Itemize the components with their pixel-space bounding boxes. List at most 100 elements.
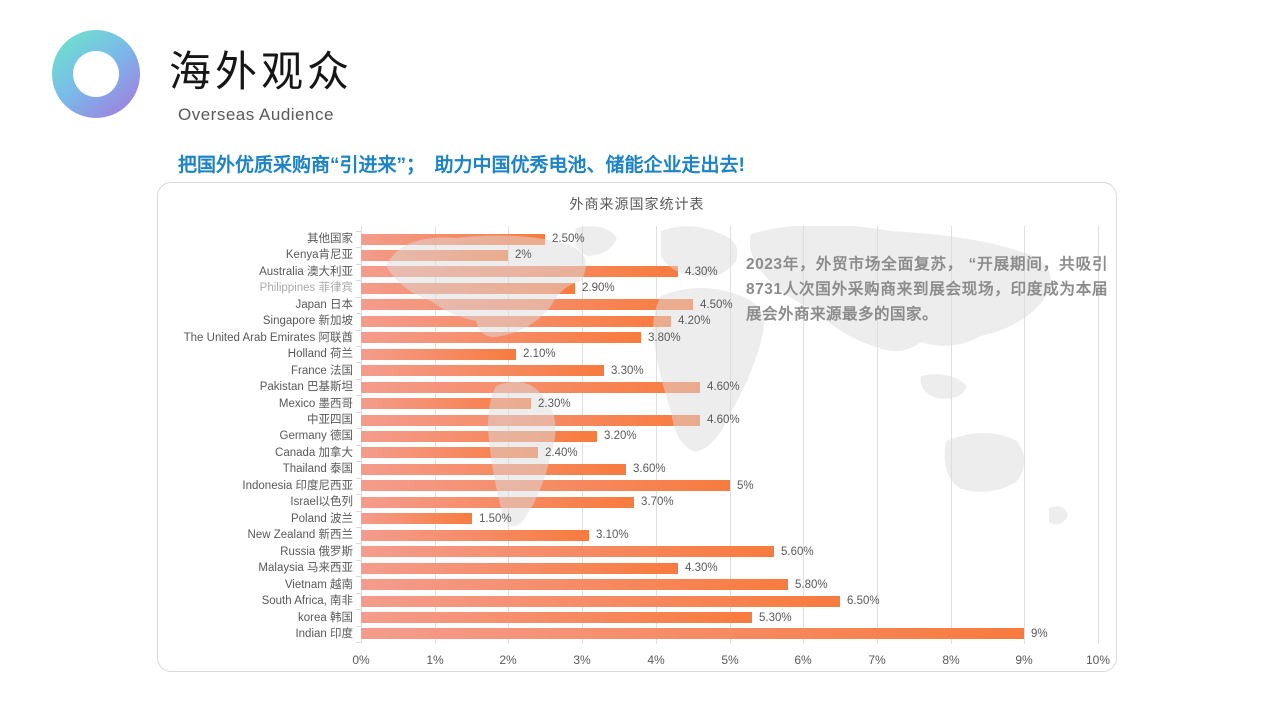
category-label: Thailand 泰国 xyxy=(282,463,353,475)
ring-logo-icon xyxy=(52,30,140,118)
category-label: France 法国 xyxy=(291,365,353,377)
category-label: 中亚四国 xyxy=(307,414,353,426)
axis-tick xyxy=(356,461,361,462)
bar xyxy=(361,530,589,541)
category-label: Germany 德国 xyxy=(279,430,354,442)
value-label: 9% xyxy=(1031,628,1048,640)
annotation-text: 2023年，外贸市场全面复苏， “开展期间，共吸引8731人次国外采购商来到展会… xyxy=(746,256,1108,323)
value-label: 2.30% xyxy=(538,398,571,410)
bar xyxy=(361,398,531,409)
value-label: 3.30% xyxy=(611,365,644,377)
axis-tick xyxy=(356,593,361,594)
category-label: Kenya肯尼亚 xyxy=(285,249,353,261)
value-label: 3.80% xyxy=(648,332,681,344)
grid-line xyxy=(1098,226,1099,644)
value-label: 3.70% xyxy=(641,496,674,508)
value-label: 4.30% xyxy=(685,266,718,278)
x-axis-label: 4% xyxy=(647,653,665,667)
category-label: Singapore 新加坡 xyxy=(262,315,353,327)
axis-tick xyxy=(356,297,361,298)
bar xyxy=(361,415,700,426)
axis-tick xyxy=(356,511,361,512)
axis-tick xyxy=(356,543,361,544)
bar xyxy=(361,365,604,376)
grid-line xyxy=(877,226,878,644)
bar xyxy=(361,382,700,393)
axis-tick xyxy=(356,346,361,347)
x-axis-label: 2% xyxy=(499,653,517,667)
category-label: Indonesia 印度尼西亚 xyxy=(242,480,353,492)
category-label: korea 韩国 xyxy=(298,612,353,624)
axis-tick xyxy=(356,280,361,281)
value-label: 5.80% xyxy=(795,579,828,591)
value-label: 1.50% xyxy=(479,513,512,525)
category-axis-labels: 其他国家 Kenya肯尼亚 Australia 澳大利亚 Philippines 菲律… xyxy=(159,226,353,646)
category-label: Indian 印度 xyxy=(295,628,353,640)
bar xyxy=(361,234,545,245)
x-axis-label: 8% xyxy=(942,653,960,667)
bar xyxy=(361,283,575,294)
value-label: 5.60% xyxy=(781,546,814,558)
value-label: 3.20% xyxy=(604,430,637,442)
x-axis-label: 0% xyxy=(352,653,370,667)
axis-tick xyxy=(356,478,361,479)
value-label: 2.90% xyxy=(582,282,615,294)
category-label: Russia 俄罗斯 xyxy=(280,546,353,558)
x-axis-label: 5% xyxy=(721,653,739,667)
category-label: Malaysia 马来西亚 xyxy=(258,562,353,574)
axis-tick xyxy=(356,330,361,331)
x-axis-label: 7% xyxy=(868,653,886,667)
axis-tick xyxy=(356,626,361,627)
x-axis-label: 9% xyxy=(1015,653,1033,667)
grid-line xyxy=(803,226,804,644)
category-label: Israel以色列 xyxy=(290,496,353,508)
axis-tick xyxy=(356,362,361,363)
category-label: Vietnam 越南 xyxy=(284,579,353,591)
x-axis-label: 3% xyxy=(573,653,591,667)
bar xyxy=(361,513,472,524)
axis-tick xyxy=(356,494,361,495)
category-label: Poland 波兰 xyxy=(290,513,353,525)
grid-line xyxy=(1024,226,1025,644)
bar xyxy=(361,250,508,261)
value-label: 4.30% xyxy=(685,562,718,574)
value-label: 2.40% xyxy=(545,447,578,459)
bar xyxy=(361,299,693,310)
axis-tick xyxy=(356,395,361,396)
axis-tick xyxy=(356,527,361,528)
category-label: The United Arab Emirates 阿联酋 xyxy=(183,332,353,344)
axis-tick xyxy=(356,560,361,561)
bar xyxy=(361,628,1024,639)
chart-title: 外商来源国家统计表 xyxy=(569,196,705,212)
category-label: Philippines 菲律宾 xyxy=(259,282,353,294)
bar xyxy=(361,447,538,458)
category-label: South Africa, 南非 xyxy=(261,595,353,607)
axis-tick xyxy=(356,231,361,232)
value-label: 2.50% xyxy=(552,233,585,245)
value-label: 6.50% xyxy=(847,595,880,607)
axis-tick xyxy=(356,264,361,265)
bar xyxy=(361,349,516,360)
axis-tick xyxy=(356,428,361,429)
bar xyxy=(361,612,752,623)
value-label: 4.60% xyxy=(707,414,740,426)
value-label: 2.10% xyxy=(523,348,556,360)
axis-tick xyxy=(356,412,361,413)
axis-tick xyxy=(356,379,361,380)
value-label: 5.30% xyxy=(759,612,792,624)
value-label: 4.60% xyxy=(707,381,740,393)
category-label: Pakistan 巴基斯坦 xyxy=(259,381,353,393)
axis-tick xyxy=(356,609,361,610)
page-subtitle: Overseas Audience xyxy=(178,105,334,124)
bar xyxy=(361,563,678,574)
bar xyxy=(361,431,597,442)
category-label: 其他国家 xyxy=(307,233,353,245)
axis-tick xyxy=(356,445,361,446)
bar xyxy=(361,464,626,475)
x-axis-label: 6% xyxy=(794,653,812,667)
axis-tick xyxy=(356,642,361,643)
bar xyxy=(361,579,788,590)
ring-logo-hole xyxy=(73,51,119,97)
x-axis-label: 10% xyxy=(1085,653,1111,667)
